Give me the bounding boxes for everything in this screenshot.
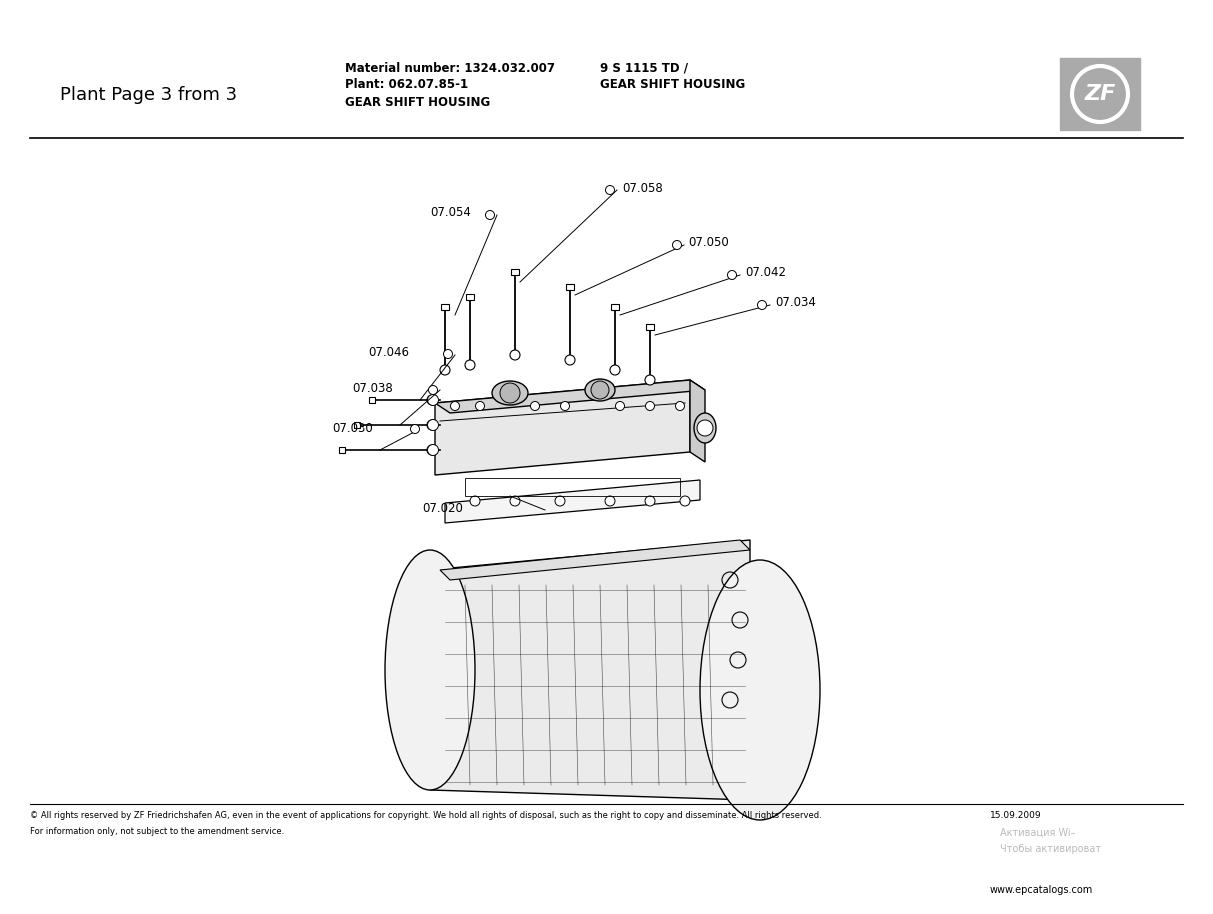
Polygon shape (435, 380, 690, 475)
Circle shape (427, 420, 439, 430)
Text: 07.030: 07.030 (332, 421, 372, 434)
Text: For information only, not subject to the amendment service.: For information only, not subject to the… (30, 826, 284, 835)
Polygon shape (435, 380, 705, 413)
Ellipse shape (385, 550, 475, 790)
Polygon shape (440, 540, 750, 580)
Text: ZF: ZF (1084, 84, 1116, 104)
Circle shape (509, 350, 520, 360)
Text: © All rights reserved by ZF Friedrichshafen AG, even in the event of application: © All rights reserved by ZF Friedrichsha… (30, 812, 821, 821)
Circle shape (610, 365, 620, 375)
Circle shape (427, 445, 437, 455)
Circle shape (469, 496, 480, 506)
Polygon shape (445, 480, 700, 523)
Ellipse shape (585, 379, 615, 401)
Circle shape (475, 401, 484, 410)
Bar (1060, 58, 1140, 130)
Circle shape (591, 381, 609, 399)
Bar (511, 269, 519, 275)
Bar (442, 304, 449, 310)
Text: GEAR SHIFT HOUSING: GEAR SHIFT HOUSING (600, 79, 745, 91)
Polygon shape (429, 540, 750, 800)
Polygon shape (690, 380, 705, 462)
Circle shape (427, 395, 437, 405)
Circle shape (680, 496, 690, 506)
Circle shape (427, 444, 439, 455)
Circle shape (560, 401, 569, 410)
Text: Plant Page 3 from 3: Plant Page 3 from 3 (59, 86, 237, 104)
Circle shape (530, 401, 540, 410)
Bar (466, 294, 474, 300)
Text: www.epcatalogs.com: www.epcatalogs.com (990, 885, 1093, 895)
Text: 07.046: 07.046 (368, 346, 409, 359)
Bar (465, 478, 680, 496)
Text: 07.038: 07.038 (352, 382, 393, 396)
Circle shape (676, 401, 684, 410)
Text: 07.042: 07.042 (745, 267, 786, 280)
Text: GEAR SHIFT HOUSING: GEAR SHIFT HOUSING (344, 97, 490, 110)
Circle shape (615, 401, 625, 410)
Ellipse shape (492, 381, 528, 405)
Circle shape (509, 496, 520, 506)
Circle shape (556, 496, 565, 506)
Circle shape (672, 240, 682, 250)
Circle shape (565, 355, 575, 365)
Circle shape (465, 360, 475, 370)
Circle shape (645, 375, 655, 385)
Ellipse shape (694, 413, 716, 443)
Text: 07.034: 07.034 (775, 296, 816, 310)
Circle shape (485, 210, 495, 219)
Circle shape (427, 420, 437, 430)
Circle shape (428, 386, 438, 395)
Text: 07.020: 07.020 (422, 502, 463, 515)
Text: Чтобы активироват: Чтобы активироват (1000, 844, 1101, 854)
Circle shape (444, 349, 452, 358)
Circle shape (440, 365, 450, 375)
Circle shape (645, 401, 655, 410)
Text: Material number: 1324.032.007: Material number: 1324.032.007 (344, 61, 556, 75)
Bar (647, 324, 654, 330)
Circle shape (500, 383, 520, 403)
Circle shape (605, 496, 615, 506)
Text: 9 S 1115 TD /: 9 S 1115 TD / (600, 61, 688, 75)
Bar (338, 447, 344, 453)
Text: 07.050: 07.050 (688, 237, 729, 250)
Text: Plant: 062.07.85-1: Plant: 062.07.85-1 (344, 79, 468, 91)
Circle shape (427, 395, 439, 406)
Circle shape (757, 301, 767, 310)
Bar (354, 422, 360, 428)
Text: Активация Wi–: Активация Wi– (1000, 828, 1076, 838)
Circle shape (728, 271, 736, 280)
Circle shape (450, 401, 460, 410)
Bar (566, 284, 574, 290)
Circle shape (410, 424, 420, 433)
Ellipse shape (700, 560, 820, 820)
Text: 15.09.2009: 15.09.2009 (990, 812, 1042, 821)
Circle shape (697, 420, 713, 436)
Bar (611, 304, 619, 310)
Circle shape (645, 496, 655, 506)
Circle shape (605, 186, 615, 195)
Text: 07.054: 07.054 (429, 207, 471, 219)
Bar (369, 397, 375, 403)
Text: 07.058: 07.058 (622, 182, 662, 195)
